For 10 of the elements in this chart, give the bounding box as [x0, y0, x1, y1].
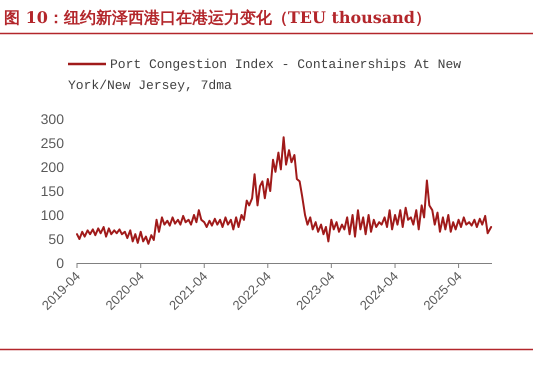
y-tick-label: 200 — [40, 159, 64, 175]
y-tick-label: 250 — [40, 135, 64, 151]
y-tick-label: 0 — [56, 255, 64, 271]
y-tick-label: 100 — [40, 207, 64, 223]
line-series — [76, 136, 492, 245]
y-tick-label: 50 — [48, 231, 64, 247]
chart-title: 图 10：纽约新泽西港口在港运力变化（TEU thousand） — [4, 8, 431, 27]
y-tick-label: 150 — [40, 183, 64, 199]
y-tick-label: 300 — [40, 111, 64, 127]
legend-label: Port Congestion Index - Containerships At New York/New Jersey, 7dma — [68, 57, 462, 93]
